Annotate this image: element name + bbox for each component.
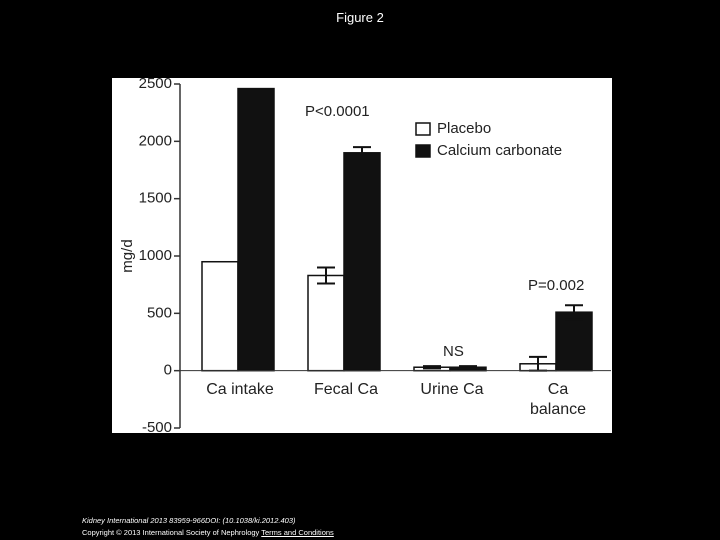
annotation: P<0.0001 <box>305 103 370 120</box>
copyright-text: Copyright © 2013 International Society o… <box>82 528 260 537</box>
terms-link[interactable]: Terms and Conditions <box>261 528 334 537</box>
x-tick-label: Ca intake <box>206 381 274 398</box>
error-bar <box>423 365 441 370</box>
legend-label: Placebo <box>437 120 491 137</box>
y-axis-label: mg/d <box>119 239 136 272</box>
x-tick-label: Ca balance <box>529 381 587 418</box>
bar <box>201 260 239 372</box>
annotation: P=0.002 <box>528 277 584 294</box>
slide-title: Figure 2 <box>336 10 384 25</box>
error-bar <box>459 365 477 370</box>
copyright: Copyright © 2013 International Society o… <box>82 528 334 537</box>
legend-swatch <box>415 144 431 158</box>
legend-swatch <box>415 122 431 136</box>
bar <box>343 152 381 372</box>
y-tick-label: 0 <box>164 362 172 379</box>
legend-label: Calcium carbonate <box>437 142 562 159</box>
error-bar <box>353 146 371 160</box>
error-bar <box>565 304 583 321</box>
y-tick-label: 2000 <box>139 132 172 149</box>
y-tick-label: 2500 <box>139 75 172 92</box>
x-tick-label: Urine Ca <box>420 381 484 398</box>
annotation: NS <box>443 343 464 360</box>
bar <box>555 311 593 372</box>
y-tick-label: 1000 <box>139 247 172 264</box>
x-tick-label: Fecal Ca <box>313 381 379 398</box>
y-tick-label: 1500 <box>139 190 172 207</box>
citation: Kidney International 2013 83959-966DOI: … <box>82 516 296 525</box>
error-bar <box>317 266 335 285</box>
citation-text: Kidney International 2013 83959-966DOI: … <box>82 516 296 525</box>
y-tick-label: 500 <box>147 304 172 321</box>
bar <box>237 87 275 372</box>
bar <box>307 274 345 372</box>
y-tick-label: -500 <box>142 419 172 436</box>
